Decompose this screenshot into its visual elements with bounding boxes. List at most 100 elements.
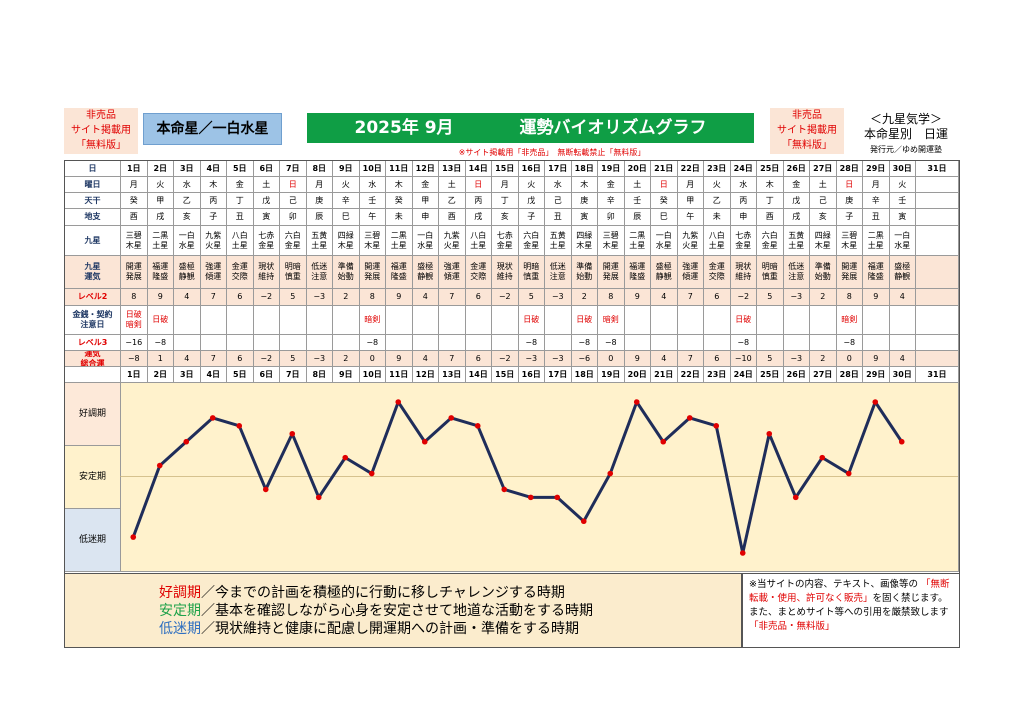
cell-line: 傾運 <box>682 272 699 281</box>
cell-line: 三碧 <box>364 230 381 240</box>
cell-line: 始動 <box>814 272 831 281</box>
cell-line: 四緑 <box>814 230 831 240</box>
legend-good: 好調期／今までの計画を積極的に行動に移しチャレンジする時期 <box>159 584 565 602</box>
calendar-table: 日 1日 2日 3日 4日 5日 6日 7日 8日 9日 10日 11日 12日 13日 14日 15日 16日… <box>64 160 960 648</box>
cell-money <box>624 306 651 335</box>
data-point <box>183 438 190 445</box>
cell-level3 <box>227 335 254 351</box>
cell-fortune: 現状 維持 <box>730 256 757 289</box>
cell-line: 金星 <box>735 240 752 250</box>
cell-line: 二黒 <box>867 230 884 240</box>
cell-line: 九紫 <box>682 230 699 240</box>
cell-day: 17日 <box>545 161 572 177</box>
cell-weekday: 日 <box>836 177 863 193</box>
cell-line: 傾運 <box>205 272 222 281</box>
cell-day2: 2日 <box>147 367 174 383</box>
cell-day: 5日 <box>227 161 254 177</box>
cell-kan: 丁 <box>227 193 254 209</box>
nonsale-badge-right: 非売品 サイト掲載用 「無料版」 <box>770 108 844 154</box>
cell-level2: 8 <box>121 289 148 306</box>
data-point <box>580 518 587 525</box>
cell-line: 明暗 <box>284 262 301 271</box>
cell-money <box>677 306 704 335</box>
cell-shi: 戌 <box>147 209 174 226</box>
cell-kyusei: 三碧 木星 <box>121 226 148 256</box>
cell-line: 維持 <box>496 272 513 281</box>
cell-fortune: 準備 始動 <box>333 256 360 289</box>
cell-kan: 丙 <box>465 193 492 209</box>
cell-line: 現状 <box>496 262 513 271</box>
cell-total: 9 <box>386 351 413 367</box>
cell-level2: 7 <box>200 289 227 306</box>
cell-line: 二黒 <box>390 230 407 240</box>
cell-total: −3 <box>783 351 810 367</box>
cell-kyusei: 七赤 金星 <box>730 226 757 256</box>
cell-weekday: 月 <box>492 177 519 193</box>
cell-line: 日破 <box>152 315 169 324</box>
cell-day2: 28日 <box>836 367 863 383</box>
cell-weekday: 土 <box>253 177 280 193</box>
cell-weekday: 火 <box>147 177 174 193</box>
cell-weekday <box>916 177 959 193</box>
cell-line: 水星 <box>655 240 672 250</box>
cell-line: 暗剣 <box>841 315 858 324</box>
cell-day: 23日 <box>704 161 731 177</box>
row-label-total: 運気 総合運 <box>65 351 121 367</box>
cell-line: 静観 <box>655 272 672 281</box>
cell-total: −2 <box>253 351 280 367</box>
cell-line: 暗剣 <box>125 320 142 329</box>
cell-kyusei: 八白 土星 <box>227 226 254 256</box>
cell-total: 2 <box>810 351 837 367</box>
data-point <box>819 454 826 461</box>
band-label-good: 好調期 <box>65 383 121 446</box>
cell-weekday: 月 <box>306 177 333 193</box>
cell-day: 25日 <box>757 161 784 177</box>
cell-weekday: 水 <box>730 177 757 193</box>
cell-fortune: 強運 傾運 <box>439 256 466 289</box>
cell-money <box>757 306 784 335</box>
cell-day: 31日 <box>916 161 959 177</box>
title-main: 運勢バイオリズムグラフ <box>519 118 707 138</box>
honmei-star-label: 本命星／一白水星 <box>143 113 282 145</box>
cell-shi: 寅 <box>253 209 280 226</box>
cell-money <box>200 306 227 335</box>
legend-term: 好調期 <box>159 585 201 601</box>
cell-fortune: 明暗 慎重 <box>280 256 307 289</box>
cell-kan: 戊 <box>253 193 280 209</box>
cell-shi: 未 <box>386 209 413 226</box>
cell-line: 土星 <box>152 240 169 250</box>
cell-level3 <box>783 335 810 351</box>
cell-money <box>227 306 254 335</box>
data-point <box>209 415 216 421</box>
notice-red2: 「非売品・無料版」 <box>749 621 835 632</box>
cell-line: 隆盛 <box>867 272 884 281</box>
cell-money <box>306 306 333 335</box>
cell-money <box>651 306 678 335</box>
cell-level3 <box>651 335 678 351</box>
cell-line: 準備 <box>576 262 593 271</box>
cell-level2: 6 <box>704 289 731 306</box>
cell-day2: 20日 <box>624 367 651 383</box>
cell-total: −2 <box>492 351 519 367</box>
kyusei-title: ＜九星気学＞ 本命星別 日運 <box>852 112 960 142</box>
band-label-stable: 安定期 <box>65 446 121 509</box>
cell-shi: 寅 <box>889 209 916 226</box>
cell-kan: 癸 <box>651 193 678 209</box>
cell-line: 一白 <box>894 230 911 240</box>
cell-total: −3 <box>518 351 545 367</box>
cell-shi: 巳 <box>333 209 360 226</box>
cell-line: 土星 <box>311 240 328 250</box>
cell-day: 4日 <box>200 161 227 177</box>
cell-level3: −8 <box>598 335 625 351</box>
data-point <box>289 430 296 437</box>
cell-day2: 31日 <box>916 367 959 383</box>
cell-level2: 4 <box>651 289 678 306</box>
data-point <box>766 430 773 437</box>
cell-line: 隆盛 <box>629 272 646 281</box>
cell-day2: 22日 <box>677 367 704 383</box>
cell-total: 5 <box>757 351 784 367</box>
cell-line: 金運 <box>470 262 487 271</box>
cell-day2: 10日 <box>359 367 386 383</box>
cell-total: −10 <box>730 351 757 367</box>
cell-day2: 17日 <box>545 367 572 383</box>
